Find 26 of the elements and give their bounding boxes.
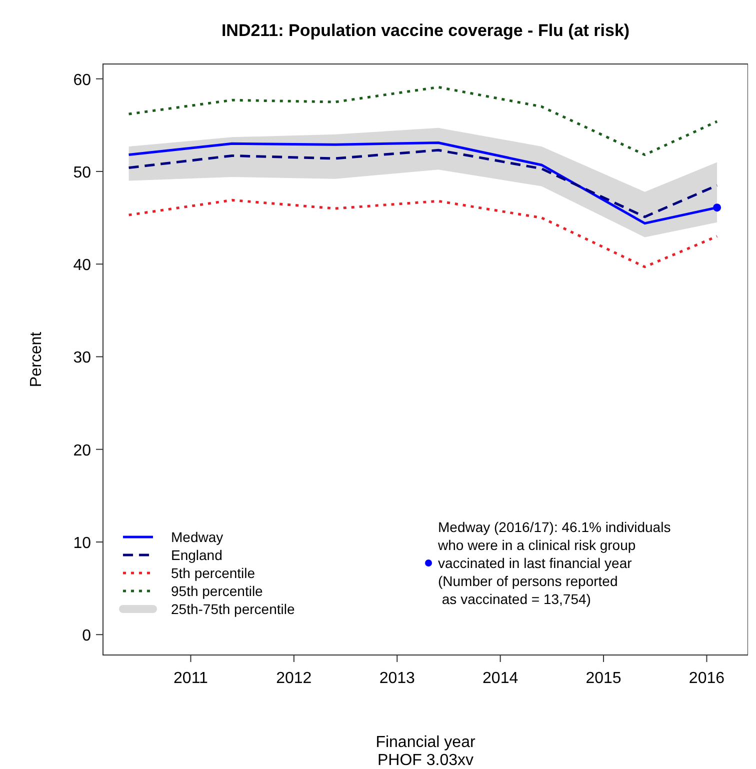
legend-label: Medway (2016/17): 46.1% individuals who were in a clinical risk group vaccinated in last financial year (Number of persons reported as vaccinated = 13,754) bbox=[437, 519, 671, 607]
legend-label: 25th-75th percentile bbox=[171, 601, 295, 617]
legend-label: England bbox=[171, 547, 222, 563]
line-series bbox=[128, 86, 718, 156]
chart-title: IND211: Population vaccine coverage - Flu (at risk) bbox=[221, 21, 630, 40]
y-axis-title: Percent bbox=[28, 331, 45, 388]
y-tick-label: 40 bbox=[73, 257, 92, 274]
x-tick-label: 2015 bbox=[586, 670, 622, 687]
legend-label: 5th percentile bbox=[171, 565, 256, 581]
x-tick-label: 2014 bbox=[482, 670, 518, 687]
y-tick-label: 50 bbox=[73, 164, 92, 182]
legend-label: Medway bbox=[171, 529, 224, 545]
y-tick-label: 0 bbox=[82, 628, 92, 645]
legend-label: 95th percentile bbox=[171, 583, 264, 599]
text: PHOF 3.03xv bbox=[377, 752, 474, 769]
x-tick-label: 2012 bbox=[276, 670, 312, 687]
x-axis-title: Financial year bbox=[376, 734, 476, 751]
x-tick-label: 2016 bbox=[688, 670, 725, 687]
y-tick-label: 30 bbox=[73, 350, 92, 367]
line-series bbox=[128, 148, 718, 218]
y-tick-label: 10 bbox=[73, 534, 92, 552]
line-series bbox=[128, 198, 718, 268]
y-tick-label: 20 bbox=[73, 442, 92, 460]
x-tick-label: 2011 bbox=[174, 670, 208, 687]
y-tick-label: 60 bbox=[73, 72, 92, 89]
x-tick-label: 2013 bbox=[379, 670, 416, 687]
